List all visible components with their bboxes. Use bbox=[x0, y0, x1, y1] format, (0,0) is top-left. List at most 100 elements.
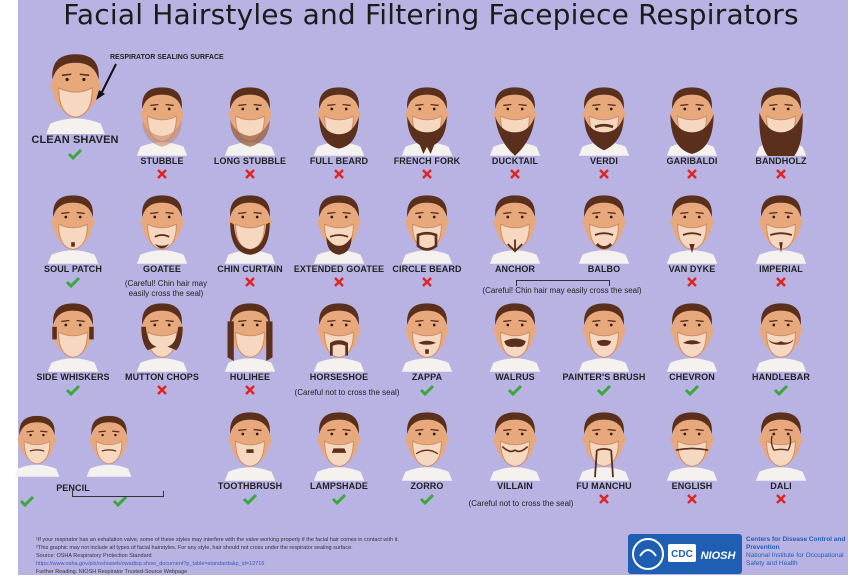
face-illustration bbox=[224, 195, 276, 264]
face-illustration bbox=[136, 303, 188, 372]
hairstyle-label: ENGLISH bbox=[671, 480, 713, 491]
check-icon bbox=[65, 384, 81, 396]
check-icon bbox=[242, 493, 258, 505]
hairstyle-zappa: ZAPPA bbox=[379, 298, 475, 396]
hairstyle-villain: VILLAIN bbox=[467, 407, 563, 505]
pencil-bracket bbox=[72, 491, 164, 497]
hairstyle-handlebar: HANDLEBAR bbox=[733, 298, 829, 396]
hairstyle-side-whiskers: SIDE WHISKERS bbox=[25, 298, 121, 396]
face-illustration bbox=[86, 415, 132, 477]
hairstyle-van-dyke: VAN DYKE bbox=[644, 190, 740, 288]
face-illustration bbox=[578, 303, 630, 372]
hairstyle-label: DALI bbox=[770, 480, 792, 491]
footer-line-3: Source: OSHA Respiratory Protection Stan… bbox=[36, 553, 152, 559]
face-illustration bbox=[313, 412, 365, 481]
hairstyle-anchor: ANCHOR bbox=[467, 190, 563, 288]
hairstyle-clean-shaven: CLEAN SHAVEN bbox=[27, 48, 123, 161]
hairstyle-soul-patch: SOUL PATCH bbox=[25, 190, 121, 288]
face-illustration bbox=[489, 195, 541, 264]
hairstyle-verdi: VERDI bbox=[556, 82, 652, 180]
hairstyle-label: FULL BEARD bbox=[309, 155, 369, 166]
footer-line-5[interactable]: Further Reading: NIOSH Respirator Truste… bbox=[36, 569, 188, 575]
face-illustration bbox=[47, 303, 99, 372]
check-icon bbox=[65, 276, 81, 288]
check-icon bbox=[596, 384, 612, 396]
face-illustration bbox=[136, 195, 188, 264]
verdict-mark bbox=[644, 493, 740, 505]
verdict-mark bbox=[733, 168, 829, 180]
face-illustration bbox=[755, 87, 807, 156]
hairstyle-label: SIDE WHISKERS bbox=[36, 371, 110, 382]
verdict-mark bbox=[202, 168, 298, 180]
verdict-mark bbox=[202, 384, 298, 396]
face-illustration bbox=[136, 87, 188, 156]
verdict-mark bbox=[733, 276, 829, 288]
hairstyle-chevron: CHEVRON bbox=[644, 298, 740, 396]
verdict-mark bbox=[202, 493, 298, 505]
hairstyle-toothbrush: TOOTHBRUSH bbox=[202, 407, 298, 505]
hairstyle-label: HANDLEBAR bbox=[752, 371, 810, 382]
villain-note: (Careful not to cross the seal) bbox=[468, 499, 574, 508]
hairstyle-label: FU MANCHU bbox=[576, 480, 632, 491]
verdict-mark bbox=[556, 493, 652, 505]
hairstyle-fu-manchu: FU MANCHU bbox=[556, 407, 652, 505]
hairstyle-label: CIRCLE BEARD bbox=[392, 263, 462, 274]
verdict-mark bbox=[467, 168, 563, 180]
hairstyle-balbo: BALBO bbox=[556, 190, 652, 288]
hairstyle-long-stubble: LONG STUBBLE bbox=[202, 82, 298, 180]
verdict-mark bbox=[379, 493, 475, 505]
hairstyle-mutton-chops: MUTTON CHOPS bbox=[114, 298, 210, 396]
face-illustration bbox=[401, 303, 453, 372]
face-illustration bbox=[666, 303, 718, 372]
hairstyle-label: ZAPPA bbox=[411, 371, 443, 382]
cross-icon bbox=[599, 493, 609, 504]
verdict-mark bbox=[733, 493, 829, 505]
cross-icon bbox=[157, 384, 167, 395]
cdc-org-text: Centers for Disease Control and Preventi… bbox=[746, 536, 856, 568]
verdict-mark bbox=[114, 168, 210, 180]
check-icon bbox=[19, 495, 34, 507]
hairstyle-label: LONG STUBBLE bbox=[213, 155, 287, 166]
face-illustration bbox=[755, 195, 807, 264]
footer-link[interactable]: https://www.osha.gov/pls/oshaweb/owadisp… bbox=[36, 561, 265, 567]
hairstyle-label: ANCHOR bbox=[494, 263, 536, 274]
face-illustration bbox=[313, 303, 365, 372]
hairstyle-chin-curtain: CHIN CURTAIN bbox=[202, 190, 298, 288]
cross-icon bbox=[245, 168, 255, 179]
face-illustration bbox=[401, 195, 453, 264]
face-illustration bbox=[489, 87, 541, 156]
niosh-logo-text: NIOSH bbox=[701, 550, 737, 562]
face-illustration bbox=[224, 303, 276, 372]
hairstyle-ducktail: DUCKTAIL bbox=[467, 82, 563, 180]
verdict-mark bbox=[291, 276, 387, 288]
cross-icon bbox=[776, 168, 786, 179]
verdict-mark bbox=[379, 384, 475, 396]
hairstyle-label: HORSESHOE bbox=[309, 371, 369, 382]
hairstyle-french-fork: FRENCH FORK bbox=[379, 82, 475, 180]
verdict-mark bbox=[291, 168, 387, 180]
verdict-mark bbox=[202, 276, 298, 288]
verdict-mark bbox=[733, 384, 829, 396]
hairstyle-label: CLEAN SHAVEN bbox=[31, 134, 119, 147]
cross-icon bbox=[157, 168, 167, 179]
face-illustration bbox=[489, 412, 541, 481]
hairstyle-pencil: PENCIL bbox=[13, 407, 133, 507]
anchor-balbo-note: (Careful! Chin hair may easily cross the… bbox=[482, 286, 642, 295]
hairstyle-label: MUTTON CHOPS bbox=[124, 371, 200, 382]
cross-icon bbox=[245, 276, 255, 287]
verdict-mark bbox=[13, 495, 133, 507]
cross-icon bbox=[334, 276, 344, 287]
hairstyle-label: TOOTHBRUSH bbox=[217, 480, 283, 491]
verdict-mark bbox=[644, 384, 740, 396]
verdict-mark bbox=[25, 384, 121, 396]
hairstyle-stubble: STUBBLE bbox=[114, 82, 210, 180]
hairstyle-label: IMPERIAL bbox=[759, 263, 803, 274]
hairstyle-bandholz: BANDHOLZ bbox=[733, 82, 829, 180]
cross-icon bbox=[687, 168, 697, 179]
hairstyle-label: FRENCH FORK bbox=[393, 155, 461, 166]
cross-icon bbox=[245, 384, 255, 395]
face-illustration bbox=[224, 412, 276, 481]
horseshoe-note: (Careful not to cross the seal) bbox=[294, 388, 400, 397]
verdict-mark bbox=[379, 276, 475, 288]
check-icon bbox=[684, 384, 700, 396]
